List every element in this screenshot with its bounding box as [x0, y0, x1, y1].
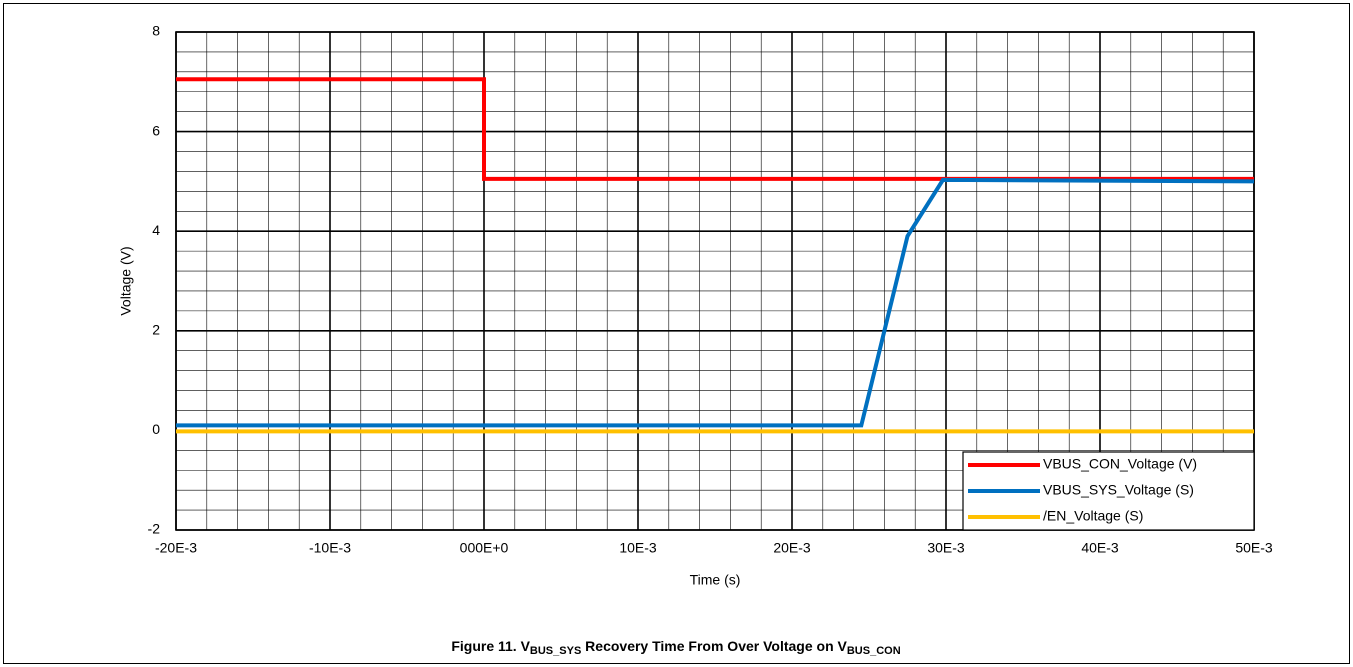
x-tick-label: 10E-3: [619, 540, 657, 556]
legend-label: VBUS_SYS_Voltage (S): [1043, 482, 1194, 498]
x-tick-label: 000E+0: [460, 540, 509, 556]
caption-part: BUS_CON: [847, 645, 901, 657]
legend-label: VBUS_CON_Voltage (V): [1043, 456, 1197, 472]
series-line: [176, 77, 1254, 181]
caption-part: BUS_SYS: [530, 645, 581, 657]
frame: [3, 3, 1350, 664]
legend-label: /EN_Voltage (S): [1043, 508, 1143, 524]
y-tick-label: 0: [152, 421, 160, 437]
x-tick-label: 20E-3: [773, 540, 811, 556]
caption: Figure 11. VBUS_SYS Recovery Time From O…: [451, 638, 900, 657]
x-axis-label: Time (s): [690, 572, 741, 588]
y-axis-label: Voltage (V): [118, 246, 134, 315]
y-tick-label: 4: [152, 222, 160, 238]
x-tick-label: 30E-3: [927, 540, 965, 556]
x-tick-label: 40E-3: [1081, 540, 1119, 556]
y-tick-label: 8: [152, 23, 160, 39]
y-tick-label: -2: [148, 521, 161, 537]
x-tick-label: -10E-3: [309, 540, 351, 556]
caption-part: Figure 11. V: [451, 638, 530, 654]
y-tick-label: 2: [152, 322, 160, 338]
x-tick-label: 50E-3: [1235, 540, 1273, 556]
x-tick-label: -20E-3: [155, 540, 197, 556]
plot-border: [175, 31, 1255, 531]
y-tick-label: 6: [152, 122, 160, 138]
series-line: [176, 177, 1255, 428]
caption-part: Recovery Time From Over Voltage on V: [581, 638, 847, 654]
